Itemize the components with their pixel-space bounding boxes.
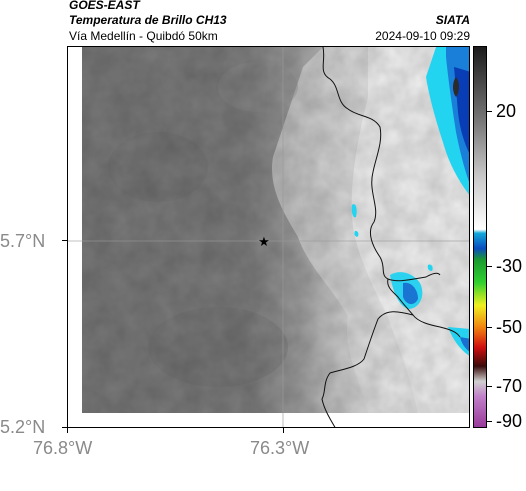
lon-tick bbox=[283, 428, 284, 433]
brand-label: SIATA bbox=[435, 13, 470, 27]
lat-label-5-2: 5.2°N bbox=[0, 417, 46, 437]
colorbar-gradient bbox=[474, 47, 486, 427]
satellite-map[interactable]: ★ bbox=[67, 46, 470, 428]
product-title: Temperatura de Brillo CH13 bbox=[69, 13, 227, 27]
graticule bbox=[68, 47, 469, 427]
lon-tick bbox=[67, 428, 68, 433]
colorbar-tick bbox=[487, 111, 492, 112]
location-star-icon[interactable]: ★ bbox=[258, 235, 270, 250]
timestamp-label: 2024-09-10 09:29 bbox=[375, 29, 470, 43]
lat-tick bbox=[62, 427, 67, 428]
region-label: Vía Medellín - Quibdó 50km bbox=[69, 29, 218, 43]
brightness-field bbox=[82, 47, 469, 413]
colorbar-label-minus90: -90 bbox=[496, 411, 523, 431]
lon-label-76-8: 76.8°W bbox=[33, 438, 93, 458]
lon-label-76-3: 76.3°W bbox=[250, 438, 310, 458]
colorbar-tick bbox=[487, 421, 492, 422]
boundary-lines bbox=[321, 47, 461, 427]
temperature-colorbar bbox=[473, 46, 487, 428]
colorbar-tick bbox=[487, 266, 492, 267]
colorbar-label-minus70: -70 bbox=[496, 376, 523, 396]
map-svg: ★ bbox=[68, 47, 469, 427]
cold-cloud-tops bbox=[351, 47, 469, 356]
colorbar-label-20: 20 bbox=[496, 101, 517, 121]
lat-label-5-7: 5.7°N bbox=[0, 231, 46, 251]
colorbar-tick bbox=[487, 327, 492, 328]
satellite-label: GOES-EAST bbox=[69, 0, 140, 12]
colorbar-label-minus50: -50 bbox=[496, 317, 523, 337]
colorbar-label-minus30: -30 bbox=[496, 256, 523, 276]
colorbar-tick bbox=[487, 386, 492, 387]
lat-tick bbox=[62, 240, 67, 241]
